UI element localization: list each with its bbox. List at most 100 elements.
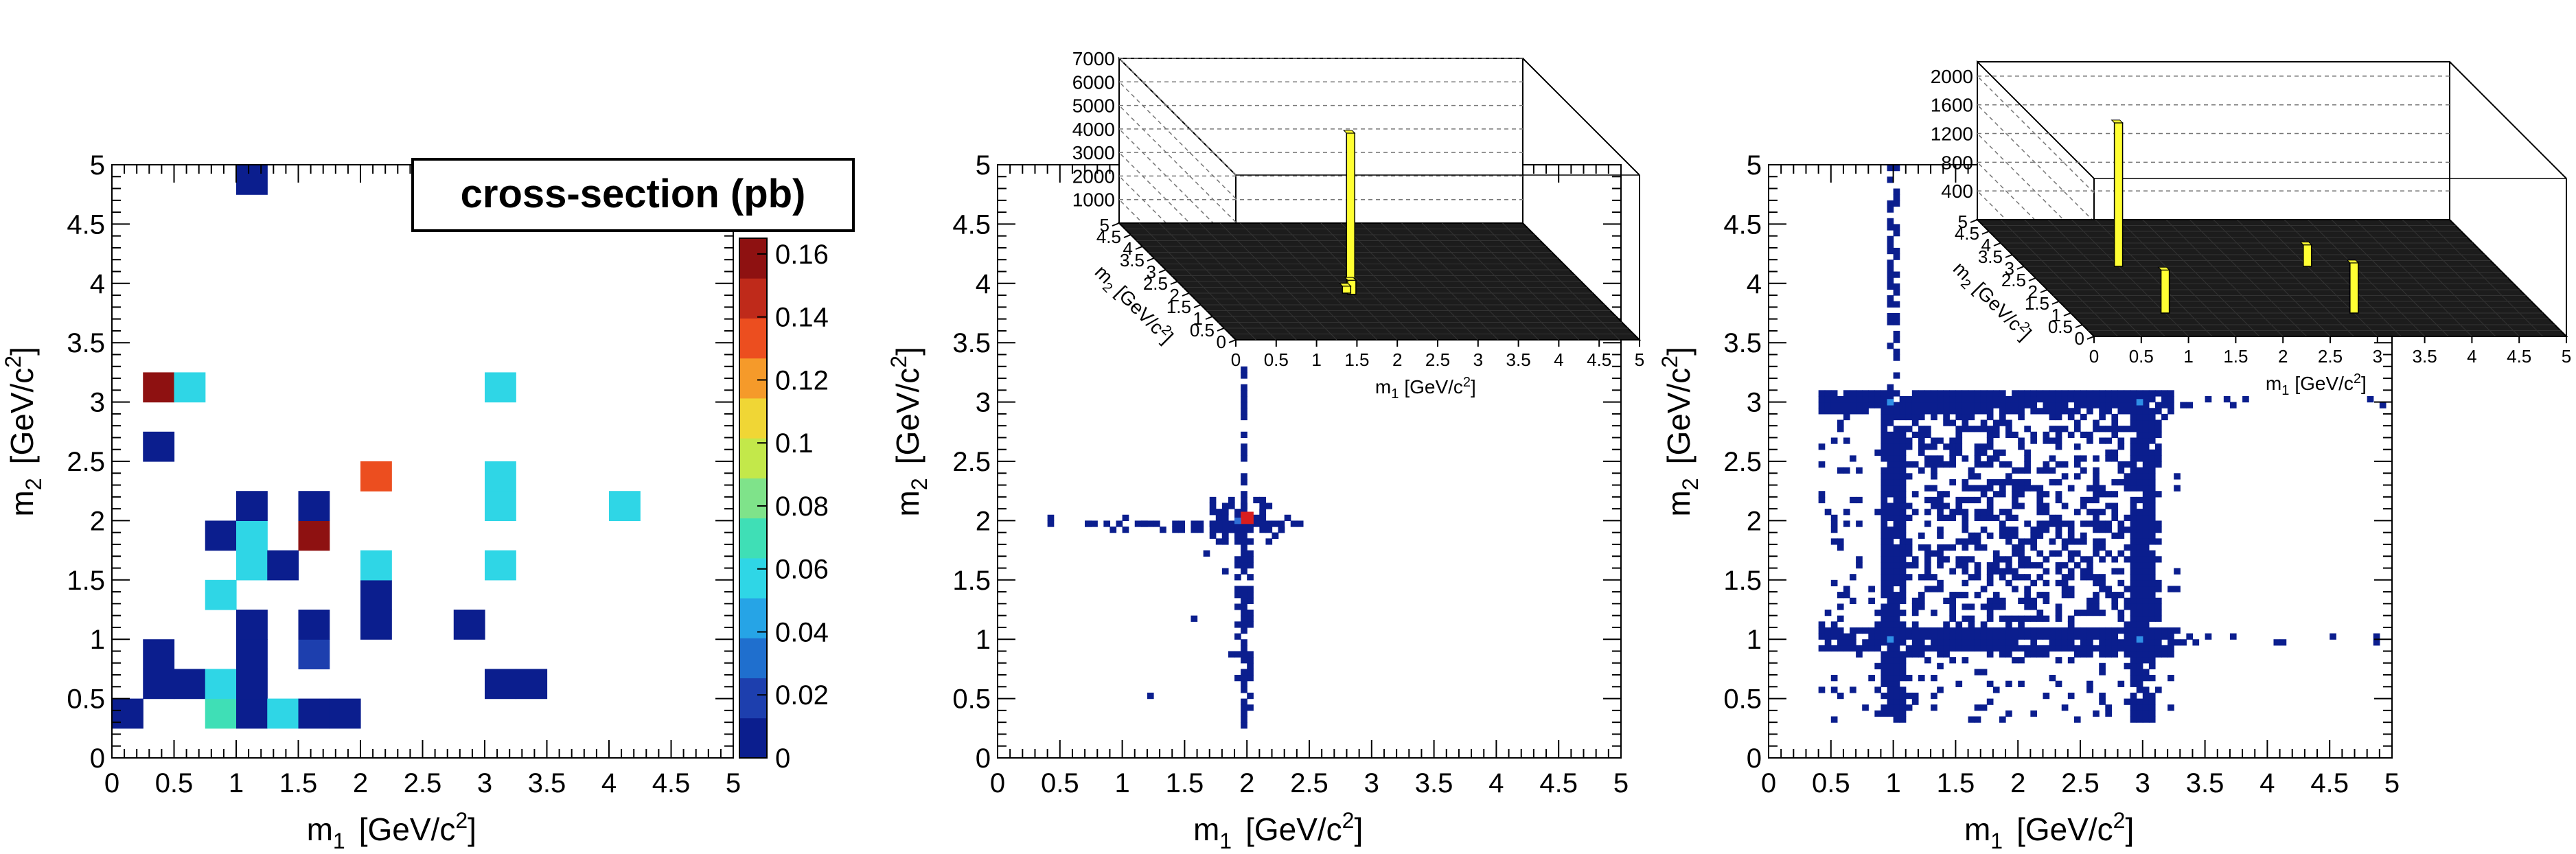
heatmap-cell (1856, 390, 1863, 397)
heatmap-cell (1980, 408, 1988, 415)
heatmap-cell (1911, 509, 1919, 516)
heatmap-cell (1986, 509, 1994, 516)
heatmap-cell (2142, 544, 2150, 551)
heatmap-cell (1197, 520, 1204, 527)
heatmap-cell (2111, 597, 2119, 604)
heatmap-cell (2055, 461, 2062, 468)
heatmap-cell (1999, 603, 2006, 610)
inset-x-axis-label: m1 [GeV/c2] (2266, 371, 2367, 398)
heatmap-cell (1999, 390, 2006, 397)
heatmap-cell (2086, 485, 2093, 492)
heatmap-cell (1234, 586, 1241, 592)
heatmap-cell (1918, 443, 1925, 450)
heatmap-cell (1843, 390, 1850, 397)
heatmap-cell (1955, 443, 1963, 450)
heatmap-cell (1968, 473, 1975, 480)
heatmap-cell (2154, 633, 2162, 640)
inset-grid-line (1118, 128, 1237, 246)
heatmap-cell (1999, 716, 2006, 723)
heatmap-cell (2167, 390, 2174, 397)
heatmap-cell (1887, 675, 1894, 682)
heatmap-cell (2018, 443, 2025, 450)
heatmap-cell (2005, 627, 2012, 634)
heatmap-cell (1887, 265, 1894, 273)
heatmap-cell (1999, 568, 2006, 575)
heatmap-cell (2099, 669, 2106, 676)
heatmap-cell (2111, 568, 2119, 575)
heatmap-cell (1874, 662, 1882, 669)
heatmap-cell (1887, 532, 1894, 539)
y-tick-label: 2.5 (67, 447, 105, 477)
heatmap-cell (1999, 520, 2006, 527)
heatmap-cell (2136, 621, 2143, 628)
heatmap-cell (2086, 402, 2093, 408)
heatmap-cell (2154, 461, 2162, 468)
heatmap-cell (2024, 592, 2031, 599)
heatmap-cell (2111, 402, 2119, 408)
heatmap-cell (1931, 586, 1937, 592)
heatmap-cell (1824, 627, 1832, 634)
heatmap-cell (1962, 496, 1969, 504)
heatmap-cell (1999, 413, 2006, 421)
heatmap-cell (1899, 408, 1907, 415)
heatmap-cell (1881, 675, 1888, 682)
inset-spike (1346, 132, 1355, 294)
inset-y-tick-label: 3 (2005, 258, 2014, 279)
heatmap-cell (1918, 532, 1925, 539)
inset-floor-mesh (1442, 222, 1559, 341)
heatmap-cell (1986, 574, 1994, 581)
heatmap-cell (1955, 645, 1963, 652)
heatmap-cell (1893, 426, 1900, 432)
y-tick-label: 1 (1747, 625, 1762, 655)
heatmap-cell (2049, 437, 2056, 444)
heatmap-cell (2130, 503, 2137, 509)
heatmap-cell (1949, 610, 1956, 616)
heatmap-cell (1241, 621, 1247, 628)
heatmap-cell (2111, 645, 2119, 652)
heatmap-cell (2005, 395, 2012, 403)
heatmap-cell (2049, 538, 2056, 545)
heatmap-cell (1893, 467, 1900, 474)
heatmap-cell (1830, 527, 1838, 533)
heatmap-cell (1986, 395, 1994, 403)
heatmap-cell (1968, 538, 1975, 545)
heatmap-cell (1918, 408, 1925, 415)
heatmap-cell (1850, 455, 1856, 462)
heatmap-cell (1818, 408, 1826, 415)
heatmap-cell (1893, 704, 1900, 711)
heatmap-cell (2130, 597, 2137, 604)
heatmap-cell (2018, 395, 2025, 403)
heatmap-cell (2167, 645, 2174, 652)
heatmap-cell (2148, 645, 2156, 652)
heatmap-cell (2111, 503, 2119, 509)
heatmap-cell (1893, 200, 1900, 207)
heatmap-cell (1937, 639, 1944, 646)
heatmap-cell (1241, 657, 1247, 664)
heatmap-cell (1247, 592, 1254, 599)
heatmap-cell (1893, 627, 1900, 634)
heatmap-cell (2105, 503, 2112, 509)
colorbar-tick-label: 0.14 (775, 303, 829, 333)
heatmap-cell (2067, 390, 2075, 397)
heatmap-cell (1234, 621, 1241, 628)
heatmap-cell (2148, 568, 2156, 575)
heatmap-cell (1893, 449, 1900, 456)
heatmap-cell (2148, 692, 2156, 700)
heatmap-cell (267, 550, 299, 581)
heatmap-cell (2093, 496, 2100, 504)
heatmap-cell (1887, 603, 1894, 610)
heatmap-cell (1899, 443, 1907, 450)
inset-floor-mesh (2426, 219, 2543, 337)
heatmap-cell (1887, 200, 1894, 207)
x-tick-label: 3.5 (2186, 768, 2224, 798)
heatmap-cell (1247, 621, 1254, 628)
heatmap-cell (1818, 686, 1826, 693)
panel-cross-section-heatmap: 0 0.5 1 1.5 2 2.5 3 3.5 4 4.5 500.511.522.533.544.… (1, 150, 855, 853)
heatmap-cell (1247, 657, 1254, 664)
y-axis-label-sup: 2 (886, 356, 911, 368)
heatmap-cell (2142, 675, 2150, 682)
heatmap-cell (1999, 491, 2006, 498)
heatmap-cell (2117, 568, 2125, 575)
heatmap-cell (1931, 503, 1937, 509)
heatmap-cell (1974, 473, 1981, 480)
